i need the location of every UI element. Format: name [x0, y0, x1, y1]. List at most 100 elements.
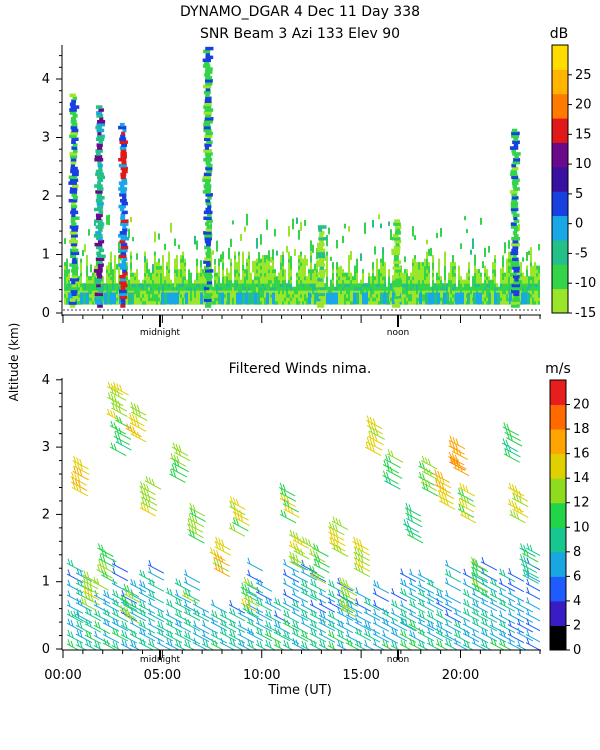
snr-cell [468, 265, 470, 270]
barb-flag [357, 564, 361, 572]
snr-cell [214, 276, 216, 281]
snr-cell [238, 276, 240, 281]
barb-flag [366, 415, 370, 422]
snr-column-cell [96, 122, 106, 127]
snr-cell [268, 265, 270, 270]
snr-cell [466, 290, 468, 295]
barb-flag [422, 473, 425, 480]
snr-cell [240, 279, 242, 284]
snr-cell [492, 265, 494, 270]
barb-shaft [516, 644, 528, 650]
snr-cell [534, 272, 536, 277]
barb-flag [499, 619, 503, 626]
barb-shaft [228, 611, 246, 622]
snr-cell [246, 265, 248, 270]
snr-cell [494, 279, 496, 284]
snr-cell [196, 290, 198, 295]
snr-cell [276, 279, 278, 284]
snr-cell [136, 293, 138, 298]
snr-column-cell [205, 55, 214, 60]
snr-cell [156, 279, 158, 284]
snr-column-cell [319, 234, 324, 238]
snr-cell [130, 286, 132, 291]
snr-cell [254, 260, 256, 273]
barb-flag [385, 618, 389, 626]
snr-column-cell [70, 216, 80, 220]
snr-cell [336, 276, 338, 281]
barb-flag [193, 637, 197, 645]
barb-shaft [444, 582, 462, 592]
snr-cell [466, 272, 468, 277]
barb-flag [367, 630, 371, 637]
snr-cell [496, 283, 498, 288]
barb-flag [409, 619, 413, 626]
wind-barb [354, 598, 372, 612]
snr-cell [454, 272, 456, 277]
snr-cell [312, 276, 314, 281]
snr-column-cell [513, 269, 520, 273]
barb-flag [526, 637, 530, 645]
barb-flag [117, 432, 121, 440]
snr-cell [142, 290, 144, 295]
snr-column-cell [97, 181, 102, 185]
snr-cell [288, 262, 290, 267]
snr-cell [78, 300, 80, 305]
wind-barb [109, 442, 127, 456]
snr-cell [376, 297, 378, 302]
snr-cell [266, 219, 268, 230]
barb-flag [442, 497, 446, 504]
barb-flag [436, 639, 440, 646]
snr-cell [298, 265, 300, 270]
barb-flag [355, 609, 359, 617]
snr-column-cell [122, 225, 127, 229]
barb-flag [187, 632, 191, 639]
snr-cell [278, 283, 280, 288]
snr-cell [444, 290, 446, 295]
snr-cell [254, 279, 256, 284]
snr-cell [502, 293, 504, 298]
snr-cell [92, 293, 94, 298]
barb-flag [193, 608, 197, 615]
snr-cell [356, 272, 358, 277]
snr-cell [490, 279, 492, 284]
snr-cell [236, 269, 238, 274]
barb-flag [353, 536, 357, 543]
wind-barb [100, 548, 117, 563]
snr-cell [304, 220, 306, 226]
wind-barb [329, 532, 346, 547]
snr-cell [494, 272, 496, 277]
snr-cell [180, 297, 182, 302]
snr-cell [266, 265, 268, 270]
barb-shaft [183, 644, 196, 650]
barb-flag [250, 618, 254, 626]
barb-flag [147, 494, 151, 502]
wind-barb [435, 609, 453, 624]
snr-cell [482, 290, 484, 295]
snr-cell [102, 297, 104, 302]
snr-cell [482, 283, 484, 288]
snr-cell [350, 286, 352, 291]
snr-cell [504, 242, 506, 254]
snr-cell [100, 283, 102, 288]
barb-flag [111, 403, 115, 410]
snr-cell [242, 251, 244, 256]
snr-column-cell [120, 213, 126, 218]
snr-cell [252, 279, 254, 284]
snr-cell [404, 290, 406, 295]
snr-cell [298, 300, 300, 305]
barb-flag [283, 494, 287, 502]
snr-cell [536, 276, 538, 281]
barb-flag [70, 631, 74, 638]
snr-cell [490, 290, 492, 295]
snr-cell [326, 279, 328, 284]
barb-flag [499, 568, 503, 575]
snr-cell [166, 283, 168, 288]
snr-cell [106, 265, 108, 270]
wind-barb [417, 627, 435, 642]
barb-flag [284, 504, 288, 511]
wind-barb [437, 485, 455, 500]
snr-cell [292, 290, 294, 295]
snr-cell [536, 300, 538, 305]
snr-cell [278, 293, 280, 298]
snr-cell [342, 300, 344, 305]
